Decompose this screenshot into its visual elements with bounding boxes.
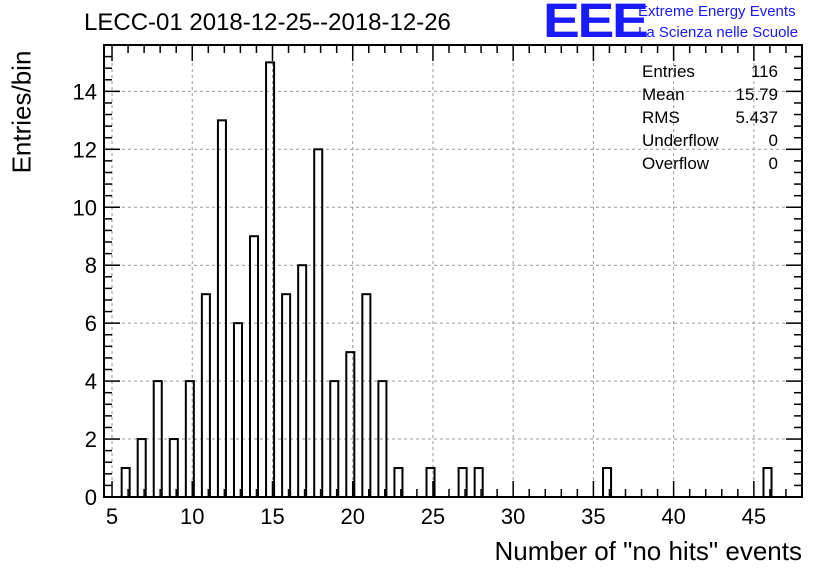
y-tick-label: 0 <box>85 485 97 510</box>
stats-box: Entries 116 Mean 15.79 RMS 5.437 Underfl… <box>642 60 778 175</box>
stat-value: 0 <box>768 154 778 173</box>
stat-label: Underflow <box>642 131 719 150</box>
stat-value: 5.437 <box>735 108 778 127</box>
histogram-bar <box>249 235 260 498</box>
x-tick-label: 35 <box>581 504 605 529</box>
y-tick-label: 2 <box>85 427 97 452</box>
x-tick-label: 10 <box>180 504 204 529</box>
x-tick-label: 20 <box>340 504 364 529</box>
stat-label: RMS <box>642 108 680 127</box>
histogram-bar <box>216 119 227 498</box>
y-tick-label: 6 <box>85 311 97 336</box>
histogram-bar <box>232 322 243 498</box>
stat-row-rms: RMS 5.437 <box>642 106 778 129</box>
y-tick-label: 8 <box>85 253 97 278</box>
histogram-bar <box>200 293 211 498</box>
y-tick-label: 12 <box>73 137 97 162</box>
stat-row-underflow: Underflow 0 <box>642 129 778 152</box>
stat-row-entries: Entries 116 <box>642 60 778 83</box>
logo-line-2: La Scienza nelle Scuole <box>638 24 799 41</box>
tick-labels: 5 10 15 20 25 30 35 40 45 0 2 4 6 8 10 12 14 <box>73 79 767 529</box>
chart-title: LECC-01 2018-12-25--2018-12-26 <box>84 9 451 36</box>
histogram-bar <box>281 293 292 498</box>
x-tick-label: 15 <box>260 504 284 529</box>
histogram-bar <box>168 438 179 498</box>
y-tick-label: 4 <box>85 369 97 394</box>
grid-lines <box>104 45 802 497</box>
stat-label: Mean <box>642 85 685 104</box>
stat-label: Overflow <box>642 154 710 173</box>
x-tick-label: 25 <box>421 504 445 529</box>
histogram-bar <box>136 438 147 498</box>
stat-label: Entries <box>642 62 695 81</box>
stat-row-overflow: Overflow 0 <box>642 152 778 175</box>
x-tick-label: 5 <box>106 504 118 529</box>
axes <box>103 44 803 498</box>
x-tick-label: 45 <box>742 504 766 529</box>
x-axis-label: Number of "no hits" events <box>494 536 803 566</box>
logo-line-1: Extreme Energy Events <box>638 3 796 20</box>
eee-logo: EEE <box>543 0 649 48</box>
x-tick-label: 30 <box>501 504 525 529</box>
x-tick-label: 40 <box>661 504 685 529</box>
stat-value: 116 <box>750 62 778 81</box>
stat-value: 15.79 <box>735 85 778 104</box>
y-tick-label: 10 <box>73 195 97 220</box>
stat-row-mean: Mean 15.79 <box>642 83 778 106</box>
y-tick-label: 14 <box>73 79 97 104</box>
stat-value: 0 <box>768 131 778 150</box>
plot-frame <box>103 44 803 498</box>
histogram-bar <box>361 293 372 498</box>
